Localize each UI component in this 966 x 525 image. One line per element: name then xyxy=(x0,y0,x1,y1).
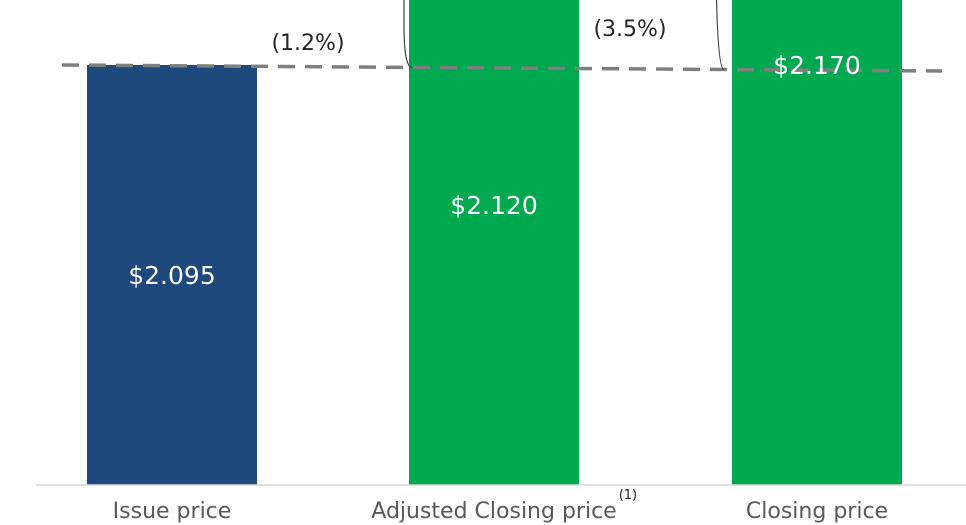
bar-2 xyxy=(409,0,579,485)
reference-line xyxy=(61,63,943,73)
bar-value-label-3: $2.170 xyxy=(773,51,860,80)
premium-label-2: (3.5%) xyxy=(593,17,666,42)
category-label-1: Issue price xyxy=(113,499,232,524)
premium-bracket-2 xyxy=(715,0,725,71)
bar-value-label-1: $2.095 xyxy=(128,261,215,290)
bar-1 xyxy=(87,65,257,485)
labels-layer: $2.095 Issue price $2.120 Adjusted Closing … xyxy=(113,17,888,524)
category-footnote-2: (1) xyxy=(619,488,637,503)
premium-label-1: (1.2%) xyxy=(271,31,344,56)
premium-bracket-1 xyxy=(403,0,413,68)
bars-layer xyxy=(87,0,902,485)
category-label-2: Adjusted Closing price xyxy=(371,499,616,524)
bar-value-label-2: $2.120 xyxy=(450,191,537,220)
category-label-3: Closing price xyxy=(746,499,888,524)
reference-layer xyxy=(61,0,943,73)
bar-3 xyxy=(732,0,902,485)
